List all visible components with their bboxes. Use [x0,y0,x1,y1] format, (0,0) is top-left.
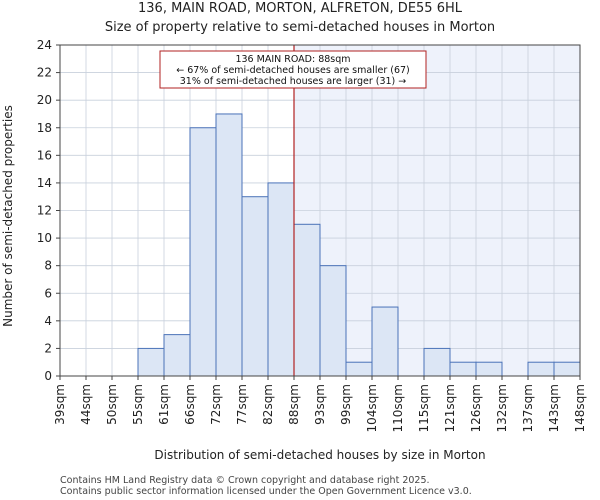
annotation-box: 136 MAIN ROAD: 88sqm ← 67% of semi-detac… [159,50,427,89]
x-tick-label: 93sqm [313,384,327,425]
annotation-box-frame [159,50,427,89]
x-tick-label: 44sqm [79,384,93,425]
y-tick-label: 8 [44,259,52,273]
y-tick-label: 24 [37,38,52,52]
x-tick-label: 137sqm [521,384,535,432]
bar-82sqm [267,182,295,377]
y-tick-label: 4 [44,314,52,328]
annotation-line-2: ← 67% of semi-detached houses are smalle… [176,65,410,76]
x-tick-label: 121sqm [443,384,457,432]
y-tick-label: 2 [44,341,52,355]
y-tick-label: 6 [44,286,52,300]
x-axis-ticks: 39sqm 44sqm 50sqm 55sqm 61sqm 66sqm 72sqm 77sqm… [53,376,587,432]
x-tick-label: 88sqm [287,384,301,425]
y-tick-label: 0 [44,369,52,383]
bar-115sqm [423,347,451,377]
y-tick-label: 16 [37,148,52,162]
bar-66sqm [189,127,217,377]
footer-line-1: Contains HM Land Registry data © Crown c… [60,475,430,486]
bar-61sqm [163,334,191,377]
x-tick-label: 82sqm [261,384,275,425]
bar-121sqm [449,361,477,377]
chart-title: 136, MAIN ROAD, MORTON, ALFRETON, DE55 6… [138,1,463,16]
x-tick-label: 55sqm [131,384,145,425]
y-tick-label: 20 [37,93,52,107]
x-tick-label: 39sqm [53,384,67,425]
bars [137,113,581,377]
x-tick-label: 61sqm [157,384,171,425]
bar-72sqm [215,113,243,377]
bar-104sqm [371,306,399,377]
x-tick-label: 99sqm [339,384,353,425]
y-tick-label: 22 [37,66,52,80]
annotation-line-3: 31% of semi-detached houses are larger (… [180,76,407,87]
x-tick-label: 77sqm [235,384,249,425]
bar-126sqm [475,361,503,377]
y-tick-label: 12 [37,204,52,218]
x-tick-label: 143sqm [547,384,561,432]
x-axis-label: Distribution of semi-detached houses by … [154,448,485,462]
x-tick-label: 104sqm [365,384,379,432]
footer-line-2: Contains public sector information licen… [60,486,472,497]
x-tick-label: 126sqm [469,384,483,432]
bar-99sqm [345,361,373,377]
y-tick-label: 10 [37,231,52,245]
bar-143sqm [553,361,581,377]
x-tick-label: 72sqm [209,384,223,425]
bar-55sqm [137,347,165,377]
x-tick-label: 110sqm [391,384,405,432]
y-axis-label: Number of semi-detached properties [1,105,15,327]
bar-88sqm [293,223,321,377]
y-tick-label: 14 [37,176,52,190]
x-tick-label: 66sqm [183,384,197,425]
x-tick-label: 148sqm [573,384,587,432]
x-tick-label: 132sqm [495,384,509,432]
chart-subtitle: Size of property relative to semi-detach… [105,20,495,35]
annotation-line-1: 136 MAIN ROAD: 88sqm [235,54,350,65]
y-tick-label: 18 [37,121,52,135]
bar-137sqm [527,361,555,377]
x-tick-label: 115sqm [417,384,431,432]
bar-77sqm [241,196,269,377]
bar-93sqm [319,265,347,377]
x-tick-label: 50sqm [105,384,119,425]
